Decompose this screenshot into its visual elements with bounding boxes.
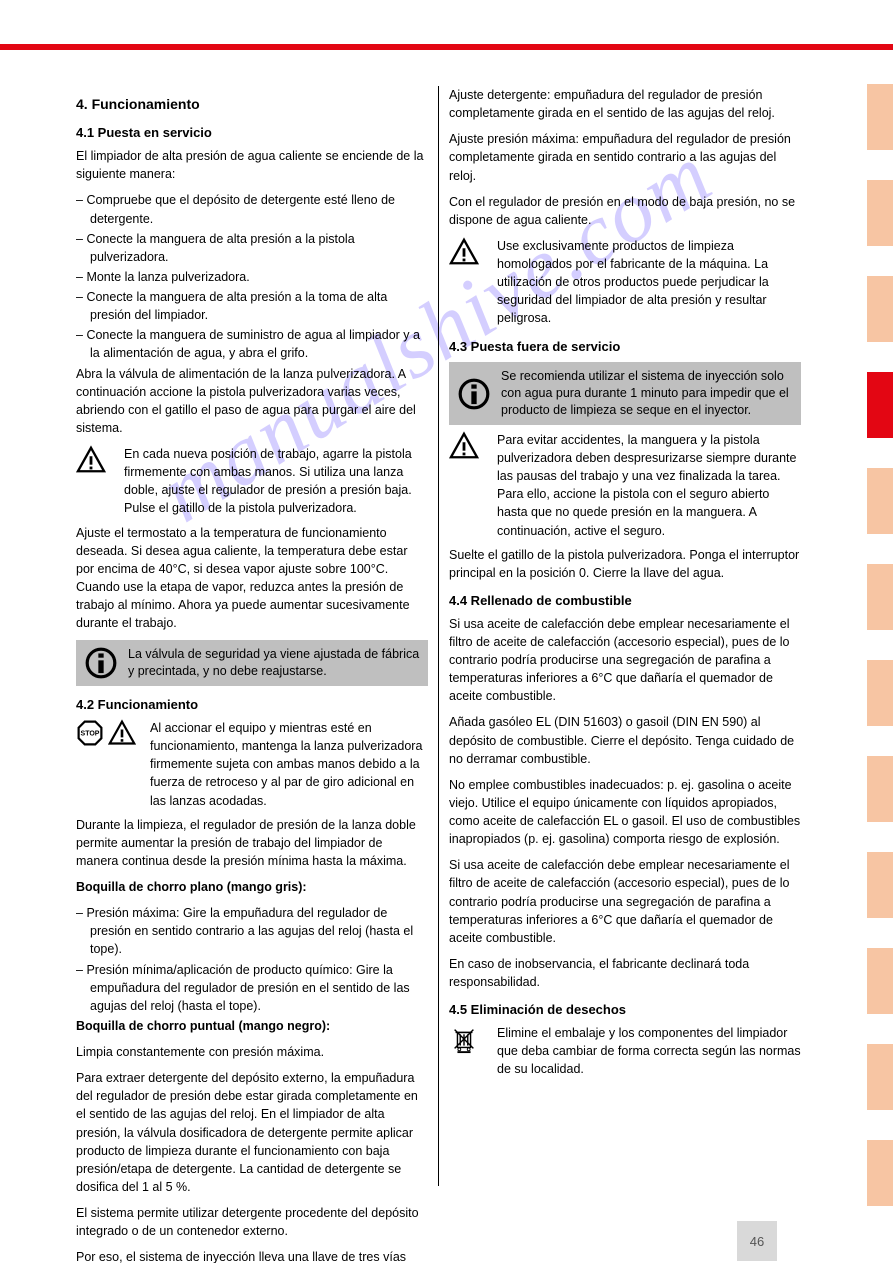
warning-icon (76, 445, 106, 475)
subheading-shutdown: 4.3 Puesta fuera de servicio (449, 338, 801, 357)
paragraph: Durante la limpieza, el regulador de pre… (76, 816, 428, 870)
heading-operation: 4. Funcionamiento (76, 94, 428, 114)
subheading-startup: 4.1 Puesta en servicio (76, 124, 428, 143)
warning-icon (449, 431, 479, 461)
disposal-text: Elimine el embalaje y los componentes de… (497, 1024, 801, 1078)
paragraph: Con el regulador de presión en el modo d… (449, 193, 801, 229)
info-block: Se recomienda utilizar el sistema de iny… (449, 362, 801, 425)
paragraph: Por eso, el sistema de inyección lleva u… (76, 1248, 428, 1263)
lang-tab[interactable] (867, 852, 893, 918)
list-item: Compruebe que el depósito de detergente … (90, 191, 428, 227)
subheading-refuel: 4.4 Rellenado de combustible (449, 592, 801, 611)
language-code: ESP (8, 60, 38, 74)
lang-tab-active[interactable] (867, 372, 893, 438)
stop-warning-block: STOP Al accionar el equipo y mientras es… (76, 719, 428, 810)
weee-bin-icon (449, 1024, 479, 1054)
paragraph: Boquilla de chorro plano (mango gris): (76, 878, 428, 896)
list-item: Presión máxima: Gire la empuñadura del r… (90, 904, 428, 958)
lang-tab[interactable] (867, 756, 893, 822)
content-columns: 4. Funcionamiento 4.1 Puesta en servicio… (76, 86, 801, 1196)
info-text: La válvula de seguridad ya viene ajustad… (128, 646, 420, 680)
info-block: La válvula de seguridad ya viene ajustad… (76, 640, 428, 686)
lang-tab[interactable] (867, 180, 893, 246)
lang-tab[interactable] (867, 660, 893, 726)
lang-tab[interactable] (867, 948, 893, 1014)
lang-tab[interactable] (867, 468, 893, 534)
warning-text: Use exclusivamente productos de limpieza… (497, 237, 801, 328)
paragraph: Si usa aceite de calefacción debe emplea… (449, 856, 801, 947)
warning-block: Para evitar accidentes, la manguera y la… (449, 431, 801, 540)
left-column: 4. Funcionamiento 4.1 Puesta en servicio… (76, 86, 428, 1263)
warning-icon (108, 719, 136, 747)
paragraph: Ajuste el termostato a la temperatura de… (76, 524, 428, 633)
warning-icon (449, 237, 479, 267)
paragraph: Añada gasóleo EL (DIN 51603) o gasoil (D… (449, 713, 801, 767)
paragraph: Si usa aceite de calefacción debe emplea… (449, 615, 801, 706)
warning-block: Use exclusivamente productos de limpieza… (449, 237, 801, 328)
lang-tab[interactable] (867, 1044, 893, 1110)
lang-tab[interactable] (867, 276, 893, 342)
paragraph: Boquilla de chorro puntual (mango negro)… (76, 1017, 428, 1035)
disposal-block: Elimine el embalaje y los componentes de… (449, 1024, 801, 1078)
list-item: Conecte la manguera de suministro de agu… (90, 326, 428, 362)
language-tabs (867, 84, 893, 1236)
paragraph: Ajuste detergente: empuñadura del regula… (449, 86, 801, 122)
paragraph: En caso de inobservancia, el fabricante … (449, 955, 801, 991)
warning-text: En cada nueva posición de trabajo, agarr… (124, 445, 428, 518)
warning-block: En cada nueva posición de trabajo, agarr… (76, 445, 428, 518)
paragraph: Limpia constantemente con presión máxima… (76, 1043, 428, 1061)
paragraph: Abra la válvula de alimentación de la la… (76, 365, 428, 438)
subheading-operation: 4.2 Funcionamiento (76, 696, 428, 715)
stop-icon: STOP (76, 719, 104, 747)
header-divider (0, 44, 893, 50)
list-item: Conecte la manguera de alta presión a la… (90, 288, 428, 324)
lang-tab[interactable] (867, 564, 893, 630)
list-item: Presión mínima/aplicación de producto qu… (90, 961, 428, 1015)
list-item: Monte la lanza pulverizadora. (90, 268, 428, 286)
warning-text: Para evitar accidentes, la manguera y la… (497, 431, 801, 540)
subheading-disposal: 4.5 Eliminación de desechos (449, 1001, 801, 1020)
svg-text:STOP: STOP (81, 731, 100, 738)
stop-warning-text: Al accionar el equipo y mientras esté en… (150, 719, 428, 810)
paragraph: Para extraer detergente del depósito ext… (76, 1069, 428, 1196)
info-icon (457, 377, 491, 411)
right-column: Ajuste detergente: empuñadura del regula… (449, 86, 801, 1084)
paragraph: No emplee combustibles inadecuados: p. e… (449, 776, 801, 849)
paragraph: Suelte el gatillo de la pistola pulveriz… (449, 546, 801, 582)
info-text: Se recomienda utilizar el sistema de iny… (501, 368, 793, 419)
manual-page: ESP manualshive.com 4. Funcionamiento 4.… (0, 0, 893, 1263)
lang-tab[interactable] (867, 1140, 893, 1206)
list-item: Conecte la manguera de alta presión a la… (90, 230, 428, 266)
info-icon (84, 646, 118, 680)
page-number: 46 (737, 1221, 777, 1261)
lang-tab[interactable] (867, 84, 893, 150)
paragraph: Ajuste presión máxima: empuñadura del re… (449, 130, 801, 184)
paragraph: El limpiador de alta presión de agua cal… (76, 147, 428, 183)
paragraph: El sistema permite utilizar detergente p… (76, 1204, 428, 1240)
